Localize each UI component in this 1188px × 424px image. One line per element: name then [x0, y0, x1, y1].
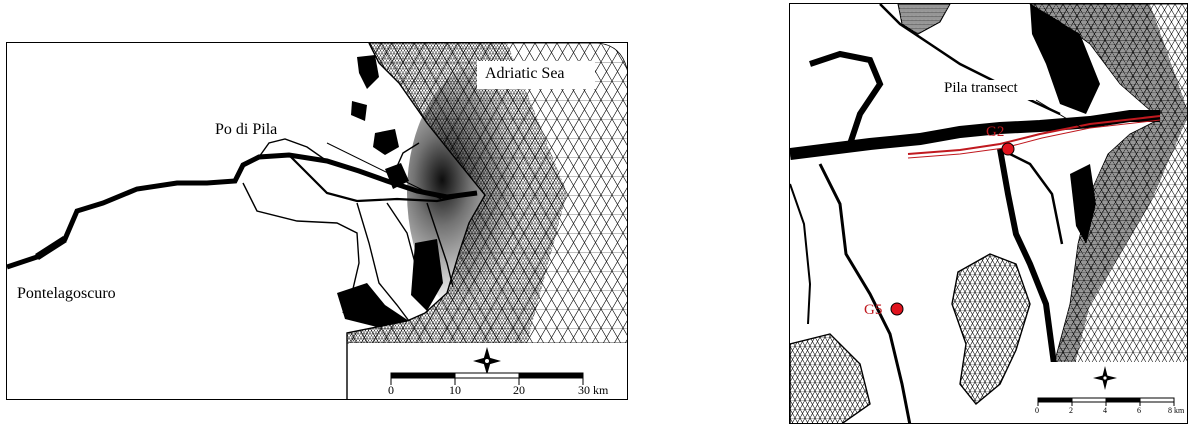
lagoon: [790, 333, 871, 423]
scale-tick-0: 0: [1035, 406, 1039, 415]
scale-tick-0: 0: [388, 383, 394, 397]
station-g5-marker: [890, 302, 904, 316]
pila-transect-label: Pila transect: [944, 80, 1018, 96]
river-po: [7, 152, 478, 270]
river-channel: [999, 147, 1064, 245]
po-di-pila-label: Po di Pila: [215, 121, 278, 138]
scale-bar: [1037, 397, 1175, 406]
river-channel: [818, 163, 912, 423]
river-branch: [242, 182, 360, 314]
river-channel: [809, 50, 884, 145]
scale-tick-10: 10: [449, 383, 461, 397]
pila-transect-line: [907, 115, 1161, 155]
scale-tick-20: 20: [513, 383, 525, 397]
station-g2-marker: [1001, 142, 1015, 156]
river-branch: [386, 202, 424, 294]
coastline: [346, 43, 486, 399]
adriatic-sea-label: Adriatic Sea: [485, 65, 565, 82]
station-g5-label: G5: [864, 302, 883, 318]
detail-map-panel: Pila transect G2 G5 0 2 4 6 8 km: [789, 3, 1188, 424]
pontelagoscuro-label: Pontelagoscuro: [17, 285, 116, 302]
pila-transect-leader: [1035, 99, 1083, 129]
river-branch: [356, 202, 410, 322]
lagoon: [357, 55, 379, 89]
river-branch: [394, 142, 420, 172]
scale-tick-2: 2: [1069, 406, 1073, 415]
overview-map-panel: Adriatic Sea Po di Pila Pontelagoscuro 0…: [6, 42, 628, 400]
north-arrow: [1093, 366, 1117, 390]
lagoon: [337, 283, 409, 327]
river-channel: [997, 148, 1057, 365]
lagoon: [411, 239, 443, 311]
lagoon: [1030, 4, 1100, 114]
river-po-di-pila: [288, 154, 478, 203]
scale-tick-4: 4: [1103, 406, 1107, 415]
river-branch: [426, 202, 454, 288]
lagoon: [951, 253, 1031, 405]
scale-tick-8km: 8 km: [1168, 406, 1185, 415]
lagoon: [373, 129, 399, 155]
lagoon: [897, 4, 951, 35]
scale-tick-30km: 30 km: [578, 383, 609, 397]
po-di-pila-leader: [326, 142, 442, 200]
north-arrow: [473, 347, 501, 375]
detail-mesh-svg: [790, 4, 1187, 423]
river-branch: [258, 138, 328, 162]
station-g2-label: G2: [986, 124, 1005, 140]
scale-bar: [390, 372, 584, 385]
scale-tick-6: 6: [1137, 406, 1141, 415]
river-channel: [790, 183, 812, 325]
lagoon: [1070, 164, 1096, 244]
overview-mesh-svg: [7, 43, 627, 399]
lagoon: [351, 101, 367, 121]
sea-mesh-dense: [1030, 4, 1187, 423]
